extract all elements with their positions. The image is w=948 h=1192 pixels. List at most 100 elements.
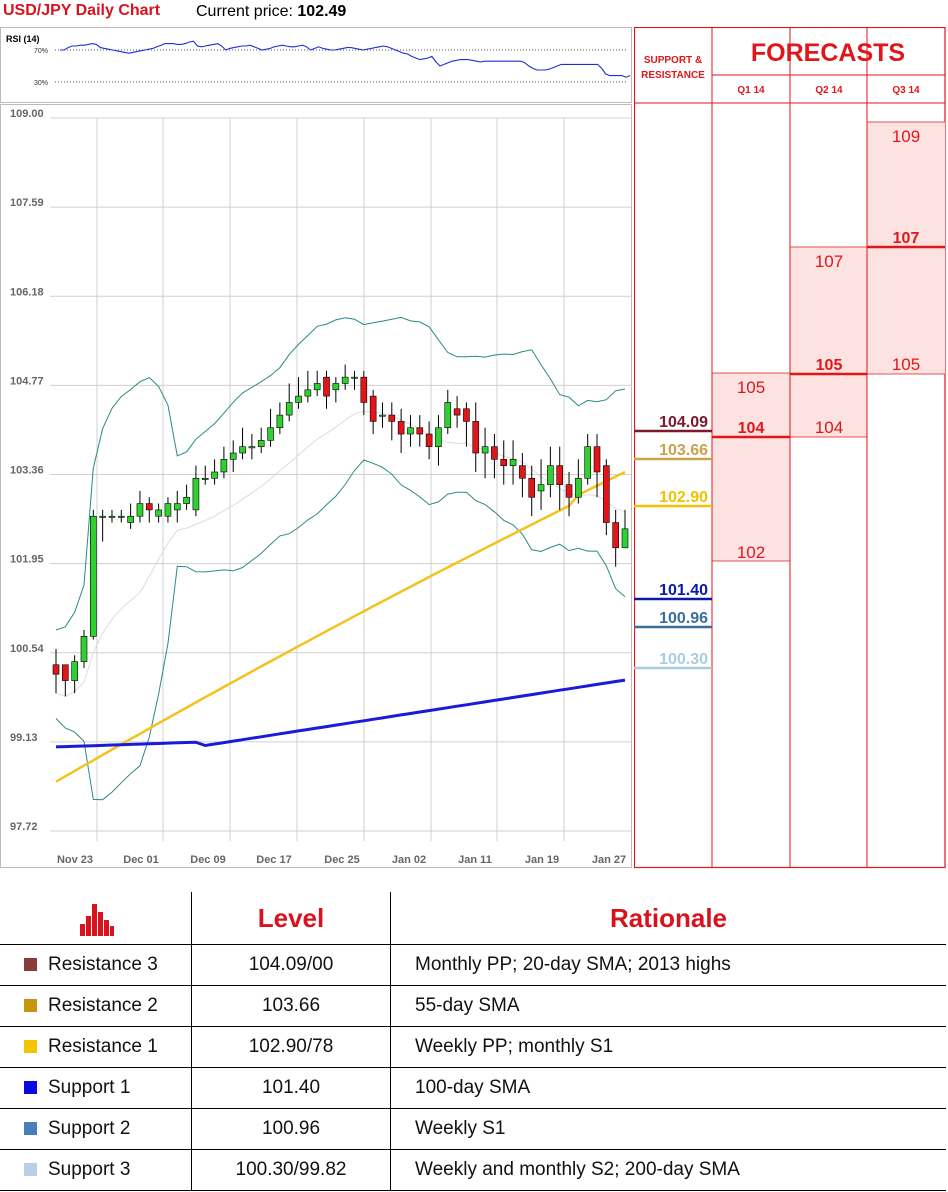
rsi-30-label: 30% (34, 80, 48, 87)
candle-body (453, 408, 461, 416)
candle-body (416, 427, 424, 435)
x-tick-label: Dec 09 (190, 854, 225, 866)
table-row: Support 2 100.96 Weekly S1 (0, 1108, 946, 1150)
level-header: Level (191, 892, 391, 945)
candle-body (80, 636, 88, 662)
level-color-swatch (24, 999, 37, 1012)
candle-body (500, 459, 508, 466)
candle-body (229, 452, 237, 460)
candle-body (388, 414, 396, 422)
level-name: Support 3 (48, 1159, 131, 1180)
forecast-panel: SUPPORT & RESISTANCE FORECASTS Q1 14 Q2 14 Q3… (634, 27, 946, 869)
quarter-label: Q3 14 (892, 85, 920, 96)
rationale-cell: Weekly S1 (390, 1108, 946, 1150)
candle-body (360, 376, 368, 403)
rationale-header: Rationale (390, 892, 946, 945)
table-row: Support 1 101.40 100-day SMA (0, 1067, 946, 1109)
support-resistance-label: RESISTANCE (641, 70, 705, 81)
candle-body (276, 414, 284, 429)
candle-body (90, 515, 97, 637)
candle-body (201, 477, 209, 480)
candle-body (444, 402, 452, 429)
candle-body (603, 465, 610, 523)
table-row: Resistance 1 102.90/78 Weekly PP; monthly … (0, 1026, 946, 1068)
x-tick-label: Jan 11 (458, 854, 492, 866)
level-value: 100.96 (659, 610, 708, 627)
candle-body (285, 402, 293, 416)
level-name: Resistance 2 (48, 995, 158, 1016)
candle-body (612, 522, 619, 549)
candle-body (547, 465, 554, 485)
candle-body (509, 459, 517, 466)
level-value-cell: 104.09/00 (191, 944, 391, 986)
table-row: Resistance 3 104.09/00 Monthly PP; 20-day … (0, 944, 946, 986)
x-tick-label: Dec 25 (324, 854, 359, 866)
level-name: Support 1 (48, 1077, 131, 1098)
candle-body (192, 477, 200, 511)
rsi-panel: RSI (14) 70% 30% (0, 27, 632, 103)
lower-band-line (55, 459, 626, 801)
candle-body (295, 395, 302, 403)
candle-body (397, 421, 405, 435)
level-name-cell: Resistance 2 (0, 985, 192, 1027)
candle-body (211, 471, 218, 479)
candle-body (323, 376, 330, 397)
x-tick-label: Jan 02 (392, 854, 426, 866)
sma-100-line (55, 678, 626, 749)
candle-body (267, 427, 274, 441)
rationale-cell: 55-day SMA (390, 985, 946, 1027)
quarter-label: Q2 14 (815, 85, 843, 96)
q2-forecast-point: 105 (816, 357, 843, 374)
x-tick-label: Nov 23 (57, 854, 93, 866)
level-value-cell: 103.66 (191, 985, 391, 1027)
candle-body (472, 421, 480, 454)
candle-body (575, 477, 582, 498)
mid-band-line (55, 410, 626, 697)
candle-body (52, 664, 60, 675)
q3-forecast-low: 105 (892, 355, 920, 374)
level-value: 101.40 (659, 582, 708, 599)
level-color-swatch (24, 1163, 37, 1176)
q1-forecast-high: 105 (737, 378, 765, 397)
y-tick-label: 100.54 (10, 643, 45, 655)
sma-55-line (55, 470, 626, 783)
candle-body (62, 664, 69, 681)
candle-body (183, 496, 190, 504)
y-tick-label: 106.18 (10, 286, 44, 298)
chart-title: USD/JPY Daily Chart (3, 2, 161, 19)
level-value: 100.30 (659, 651, 708, 668)
candle-body (173, 503, 181, 511)
candle-body (99, 515, 106, 518)
candle-body (239, 446, 246, 454)
candle-body (257, 440, 265, 447)
level-name-cell: Resistance 3 (0, 944, 192, 986)
rationale-cell: Weekly and monthly S2; 200-day SMA (390, 1149, 946, 1191)
price-label: Current price: (196, 3, 293, 20)
candle-body (491, 446, 498, 460)
level-color-swatch (24, 1081, 37, 1094)
candle-body (313, 383, 321, 391)
rsi-label: RSI (14) (6, 34, 40, 44)
candle-body (435, 427, 442, 447)
candle-body (248, 446, 256, 449)
rationale-cell: 100-day SMA (390, 1067, 946, 1109)
rationale-cell: Weekly PP; monthly S1 (390, 1026, 946, 1068)
level-name: Support 2 (48, 1118, 131, 1139)
candle-body (304, 389, 312, 397)
forecasts-label: FORECASTS (751, 39, 905, 67)
candle-body (220, 459, 228, 473)
candle-body (145, 503, 153, 511)
x-tick-label: Jan 27 (592, 854, 626, 866)
q2-range-box (790, 247, 867, 437)
level-color-swatch (24, 1040, 37, 1053)
level-value-cell: 101.40 (191, 1067, 391, 1109)
candle-body (481, 446, 489, 454)
price-value: 102.49 (297, 3, 347, 20)
candle-body (136, 503, 144, 517)
x-tick-label: Dec 01 (123, 854, 158, 866)
q1-forecast-point: 104 (738, 420, 765, 437)
q1-range-box (712, 373, 790, 561)
q1-forecast-low: 102 (737, 543, 765, 562)
quarter-label: Q1 14 (737, 85, 765, 96)
candle-body (71, 661, 78, 681)
